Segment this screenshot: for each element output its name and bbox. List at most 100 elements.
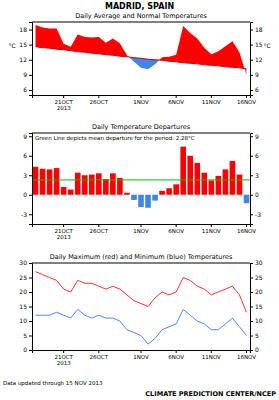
y-tick: 30 [250, 259, 263, 266]
y-tick-label: 6 [23, 152, 27, 159]
bar [209, 180, 215, 194]
series-line [36, 309, 247, 344]
y-axis-right: 69121518 [250, 23, 263, 96]
plot-frame [32, 22, 250, 23]
y-tick: 0 [250, 191, 259, 198]
x-tick-label: 21OCT2013 [54, 228, 73, 240]
bar [166, 188, 172, 195]
bar [54, 168, 60, 195]
x-tick-mark [176, 224, 177, 227]
y-tick: 0 [250, 346, 259, 353]
axis-domain [29, 134, 33, 225]
bar [33, 167, 39, 195]
x-tick-label-line: 11NOV [202, 354, 221, 360]
x-tick-label: 16NOV [237, 228, 256, 234]
y-tick-mark [250, 60, 253, 61]
y-tick-label: 15 [255, 41, 263, 48]
x-tick: 21OCT2013 [54, 350, 73, 366]
y-tick-mark [29, 350, 32, 351]
footer-note: Data updated through 15 NOV 2013 [3, 380, 103, 387]
plot-frame [32, 263, 250, 264]
y-tick-mark [29, 307, 32, 308]
y-tick: 25 [19, 274, 32, 281]
y-tick: 9 [23, 71, 32, 78]
x-tick-mark [246, 224, 247, 227]
bar [237, 175, 243, 195]
x-tick-mark [98, 95, 99, 98]
x-tick-mark [98, 224, 99, 227]
bar [89, 175, 95, 195]
y-tick-label: 25 [255, 274, 263, 281]
y-tick-label: 12 [255, 56, 263, 63]
y-tick-label: 25 [19, 274, 27, 281]
y-tick-mark [250, 336, 253, 337]
y-axis-left: 69121518 [19, 23, 32, 96]
y-tick: 15 [250, 41, 263, 48]
y-tick-mark [29, 45, 32, 46]
x-tick: 6NOV [168, 224, 184, 234]
y-tick-label: 12 [19, 56, 27, 63]
x-tick-mark [246, 95, 247, 98]
x-tick-mark [211, 350, 212, 353]
bar [40, 169, 46, 195]
x-tick: 16NOV [237, 350, 256, 360]
x-tick-label-line: 11NOV [202, 228, 221, 234]
x-tick-label: 11NOV [202, 228, 221, 234]
plot-area [36, 25, 247, 75]
y-tick-label: 15 [19, 41, 27, 48]
bar [152, 195, 158, 201]
y-tick-label: 3 [255, 172, 259, 179]
x-tick-label: 1NOV [133, 99, 149, 105]
x-tick-label-line: 16NOV [237, 228, 256, 234]
x-tick-label-line: 6NOV [168, 99, 184, 105]
y-tick: 20 [250, 288, 263, 295]
x-tick-mark [63, 95, 64, 98]
y-tick-label: 18 [255, 26, 263, 33]
y-axis-title: °C [8, 42, 15, 49]
x-tick-label-line: 2013 [57, 360, 71, 366]
y-tick-label: 9 [255, 133, 259, 140]
bar [124, 193, 130, 195]
y-tick-label: 5 [255, 332, 259, 339]
panel-title: Daily Average and Normal Temperatures [75, 12, 207, 20]
y-tick-mark [29, 195, 32, 196]
area-above [36, 25, 247, 75]
y-tick: 30 [19, 259, 32, 266]
x-tick: 1NOV [133, 350, 149, 360]
y-tick-mark [29, 292, 32, 293]
y-tick-mark [29, 156, 32, 157]
y-tick: 3 [23, 172, 32, 179]
y-tick-label: 10 [19, 317, 27, 324]
y-tick-label: 6 [255, 152, 259, 159]
x-tick-label-line: 26OCT [90, 99, 109, 105]
bar [201, 173, 207, 195]
y-tick-label: 5 [23, 332, 27, 339]
x-tick: 1NOV [133, 95, 149, 105]
y-tick-label: 9 [255, 71, 259, 78]
panel: Daily Maximum (red) and Minimum (blue) T… [19, 253, 262, 366]
axis-domain [251, 23, 254, 96]
y-tick-mark [250, 30, 253, 31]
bar [75, 173, 81, 195]
y-tick-mark [29, 136, 32, 137]
y-tick-label: 3 [23, 172, 27, 179]
y-tick-mark [29, 75, 32, 76]
y-tick-mark [250, 321, 253, 322]
y-tick-label: 0 [23, 191, 27, 198]
bar [47, 169, 53, 194]
panel: Daily Average and Normal Temperatures691… [8, 12, 270, 111]
panel-title: Daily Maximum (red) and Minimum (blue) T… [50, 253, 233, 261]
y-axis-title: °C [263, 42, 270, 49]
y-tick: 9 [250, 133, 259, 140]
y-tick-label: 9 [23, 71, 27, 78]
y-tick-mark [250, 136, 253, 137]
x-tick-label: 6NOV [168, 99, 184, 105]
bar [187, 156, 193, 195]
y-tick-mark [250, 263, 253, 264]
x-tick-label-line: 16NOV [237, 99, 256, 105]
y-tick-label: 9 [23, 133, 27, 140]
plot-area [32, 147, 250, 208]
x-tick: 26OCT [90, 95, 109, 105]
x-axis: 21OCT201326OCT1NOV6NOV11NOV16NOV [33, 224, 257, 240]
page-title: MADRID, SPAIN [105, 2, 174, 11]
